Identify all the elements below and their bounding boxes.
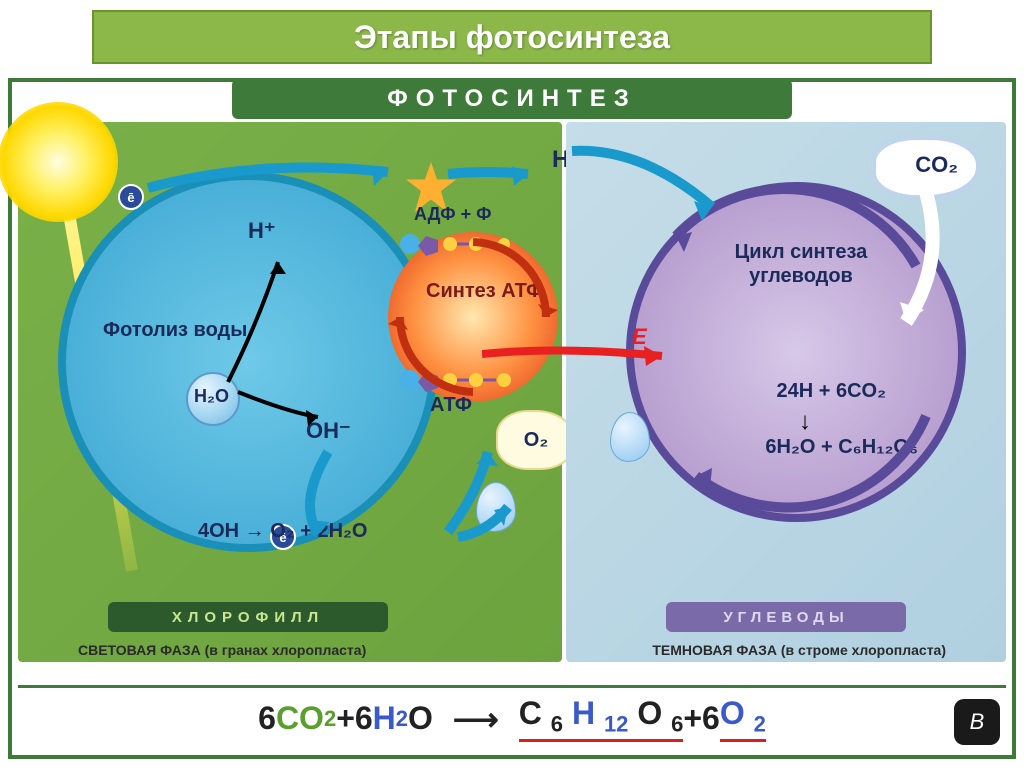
photolysis-arrows — [208, 242, 348, 432]
logo-icon: B — [954, 699, 1000, 745]
energy-arrow — [482, 342, 682, 366]
cyan-arrows-bottom — [288, 442, 548, 582]
page-title-banner: Этапы фотосинтеза — [90, 8, 934, 66]
diagram-frame: ФОТОСИНТЕЗ ē ē H⁺ АДФ + Ф Синтез АТФ АТФ… — [8, 78, 1016, 759]
light-phase-panel: ē ē H⁺ АДФ + Ф Синтез АТФ АТФ Фотолиз во… — [18, 122, 562, 662]
overall-formula: 6 CO 2 + 6 H 2 O ⟶ C 6 H 12 O 6 + 6 O 2 — [18, 685, 1006, 749]
header-text: ФОТОСИНТЕЗ — [387, 85, 637, 113]
carbs-band: УГЛЕВОДЫ — [666, 602, 906, 632]
dark-phase-caption: ТЕМНОВАЯ ФАЗА (в строме хлоропласта) — [652, 642, 946, 658]
atp-cycle-arrows — [378, 222, 568, 412]
cyan-arrows-top — [138, 160, 538, 220]
page-title: Этапы фотосинтеза — [354, 19, 670, 56]
sun-icon — [0, 102, 118, 222]
chlorophyll-band: ХЛОРОФИЛЛ — [108, 602, 388, 632]
diagram-header: ФОТОСИНТЕЗ — [232, 79, 792, 119]
energy-label: E — [632, 324, 647, 350]
h-transfer-arrow — [562, 137, 742, 257]
h-plus-label: H⁺ — [248, 218, 276, 244]
light-phase-caption: СВЕТОВАЯ ФАЗА (в гранах хлоропласта) — [78, 642, 366, 658]
